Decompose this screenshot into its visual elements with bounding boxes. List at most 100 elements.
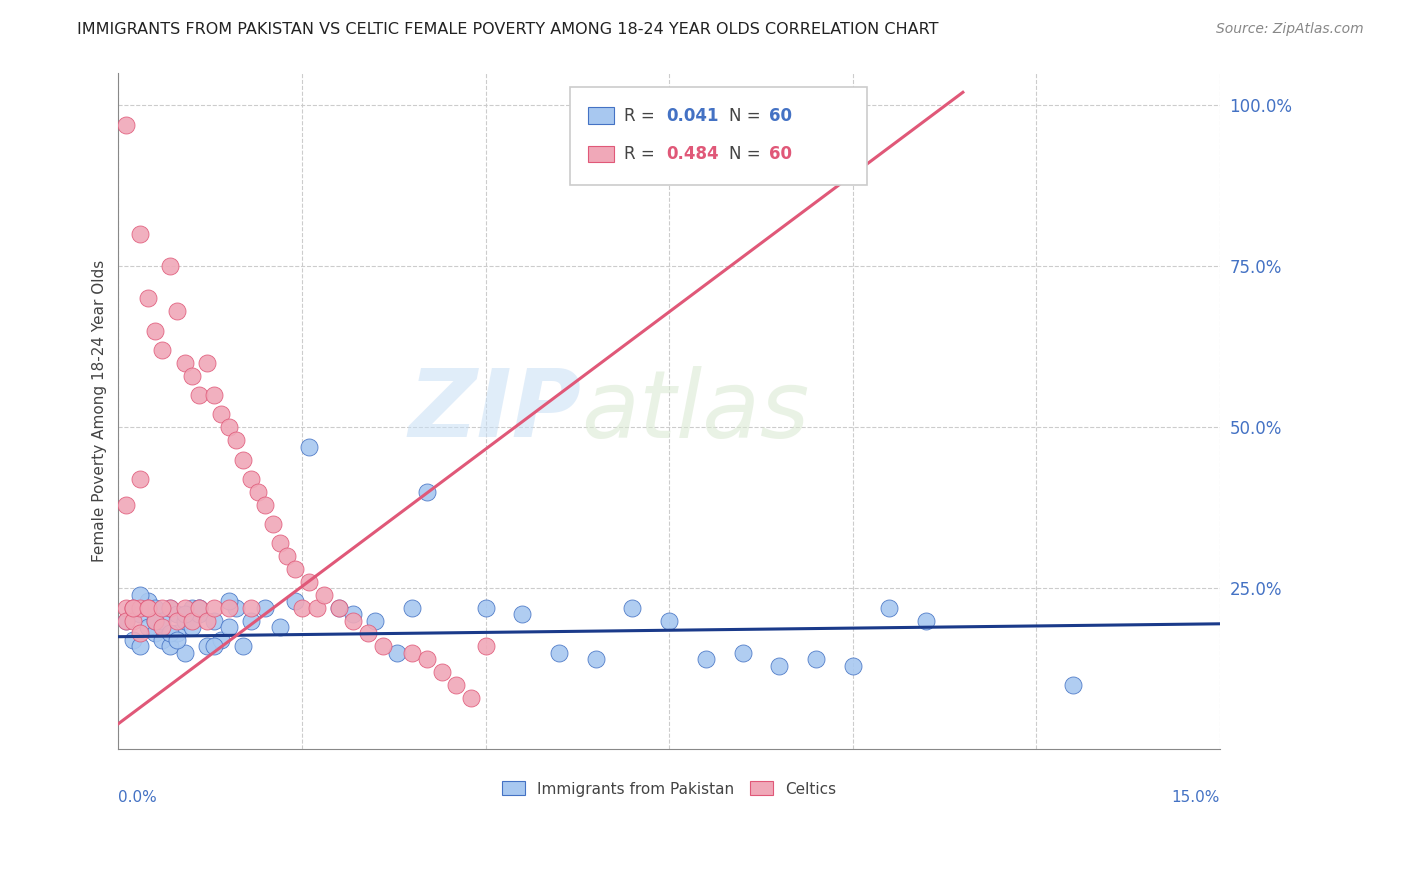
Point <box>460 690 482 705</box>
Point <box>364 614 387 628</box>
Point <box>152 620 174 634</box>
Point <box>225 433 247 447</box>
Point <box>188 600 211 615</box>
Text: 15.0%: 15.0% <box>1171 790 1220 805</box>
Point <box>510 607 533 621</box>
Point <box>298 574 321 589</box>
Point <box>173 614 195 628</box>
Text: 0.484: 0.484 <box>666 145 718 163</box>
Point <box>342 614 364 628</box>
Text: IMMIGRANTS FROM PAKISTAN VS CELTIC FEMALE POVERTY AMONG 18-24 YEAR OLDS CORRELAT: IMMIGRANTS FROM PAKISTAN VS CELTIC FEMAL… <box>77 22 939 37</box>
Point <box>195 640 218 654</box>
Point <box>122 600 145 615</box>
Point <box>129 607 152 621</box>
Point <box>188 388 211 402</box>
Point <box>152 600 174 615</box>
Text: Source: ZipAtlas.com: Source: ZipAtlas.com <box>1216 22 1364 37</box>
Point <box>209 408 232 422</box>
Point <box>180 614 202 628</box>
Point <box>291 600 314 615</box>
Point <box>585 652 607 666</box>
Point <box>284 562 307 576</box>
Point <box>129 227 152 241</box>
Point <box>254 600 277 615</box>
Point <box>401 646 423 660</box>
Point <box>768 658 790 673</box>
Point <box>143 614 166 628</box>
Point <box>416 484 439 499</box>
Point <box>269 536 291 550</box>
Point <box>166 607 188 621</box>
Point <box>122 600 145 615</box>
Text: 60: 60 <box>769 107 793 125</box>
Point <box>188 607 211 621</box>
Point <box>841 658 863 673</box>
Point <box>239 600 262 615</box>
Point <box>202 600 225 615</box>
Point <box>225 600 247 615</box>
Point <box>114 118 136 132</box>
Point <box>173 600 195 615</box>
Point <box>143 614 166 628</box>
Point <box>474 600 496 615</box>
Point <box>159 626 181 640</box>
Text: atlas: atlas <box>581 366 810 457</box>
Point <box>401 600 423 615</box>
Point <box>122 632 145 647</box>
Text: ZIP: ZIP <box>408 365 581 458</box>
Point <box>328 600 350 615</box>
Point <box>136 292 159 306</box>
Point <box>180 620 202 634</box>
Point <box>548 646 571 660</box>
Point <box>129 640 152 654</box>
Point <box>152 632 174 647</box>
Point <box>915 614 938 628</box>
Point <box>218 620 240 634</box>
Point <box>143 324 166 338</box>
Point <box>276 549 298 563</box>
Point <box>232 640 254 654</box>
Point <box>218 594 240 608</box>
Point <box>195 614 218 628</box>
Point <box>239 472 262 486</box>
Point <box>129 626 152 640</box>
Point <box>114 600 136 615</box>
Point <box>1062 678 1084 692</box>
Point <box>879 600 901 615</box>
Point <box>474 640 496 654</box>
Point <box>371 640 394 654</box>
Point <box>621 600 644 615</box>
FancyBboxPatch shape <box>588 146 614 162</box>
Point <box>173 646 195 660</box>
Point <box>129 588 152 602</box>
Text: N =: N = <box>728 145 765 163</box>
Point <box>159 259 181 273</box>
Point <box>387 646 409 660</box>
Point <box>136 600 159 615</box>
Point <box>218 420 240 434</box>
Point <box>122 614 145 628</box>
Point <box>114 614 136 628</box>
FancyBboxPatch shape <box>569 87 868 185</box>
Point <box>804 652 827 666</box>
Point <box>129 600 152 615</box>
Y-axis label: Female Poverty Among 18-24 Year Olds: Female Poverty Among 18-24 Year Olds <box>93 260 107 562</box>
Point <box>166 632 188 647</box>
Point <box>328 600 350 615</box>
Point <box>298 440 321 454</box>
Point <box>269 620 291 634</box>
Point <box>136 594 159 608</box>
Point <box>143 626 166 640</box>
Point <box>695 652 717 666</box>
Point <box>218 600 240 615</box>
Point <box>143 600 166 615</box>
Point <box>122 600 145 615</box>
Point <box>202 614 225 628</box>
Point <box>312 588 335 602</box>
Point <box>342 607 364 621</box>
Point <box>188 600 211 615</box>
Point <box>357 626 380 640</box>
Point <box>136 600 159 615</box>
Point <box>239 614 262 628</box>
Point <box>254 498 277 512</box>
